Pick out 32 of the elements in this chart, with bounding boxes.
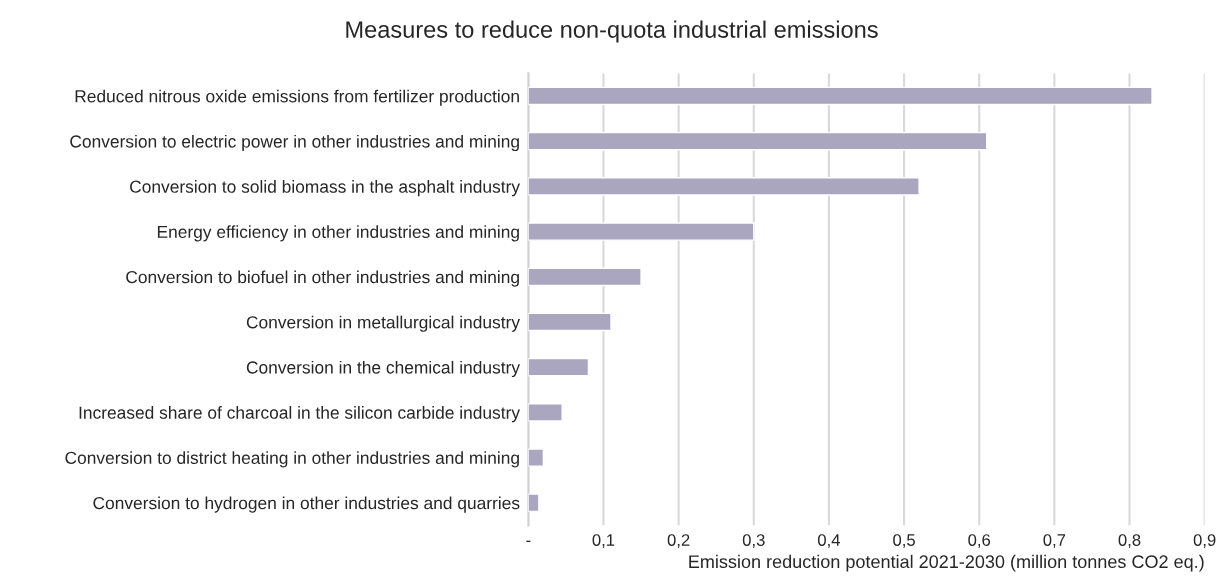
bar: [528, 86, 1153, 106]
y-tick-label: Conversion to electric power in other industries and mining: [70, 134, 519, 152]
x-tick-label: 0,4: [817, 534, 841, 548]
bar: [528, 222, 755, 241]
x-tick-label: 0,7: [1043, 534, 1066, 548]
y-tick-label: Conversion in metallurgical industry: [246, 315, 520, 332]
y-tick-label: Reduced nitrous oxide emissions from fertilizer production: [75, 89, 519, 106]
y-tick-label: Energy efficiency in other industries and mining: [157, 225, 519, 242]
y-tick-label: Conversion to solid biomass in the asphalt industry: [130, 180, 520, 197]
x-tick-label: 0,9: [1193, 534, 1216, 548]
bar: [528, 267, 642, 287]
y-tick-label: Conversion to biofuel in other industries and mining: [126, 270, 519, 287]
x-tick-label: 0,1: [592, 534, 615, 548]
x-tick-label: -: [526, 540, 531, 542]
bar: [528, 448, 545, 467]
bar: [528, 493, 540, 513]
x-tick-label: 0,6: [968, 534, 991, 548]
x-tick-label: 0,3: [742, 534, 765, 548]
bar: [528, 403, 563, 422]
x-axis-title: Emission reduction potential 2021-2030 (million tonnes CO2 eq.): [689, 554, 1204, 572]
bar: [528, 312, 612, 332]
y-tick-label: Conversion to hydrogen in other industries and quarries: [93, 496, 520, 513]
y-tick-label: Increased share of charcoal in the silicon carbide industry: [79, 406, 520, 423]
x-tick-label: 0,2: [667, 534, 690, 548]
y-tick-label: Conversion in the chemical industry: [246, 360, 520, 378]
chart-title: Measures to reduce non-quota industrial emissions: [346, 20, 878, 43]
x-tick-label: 0,8: [1118, 534, 1141, 548]
bar: [528, 177, 920, 196]
x-tick-label: 0,5: [893, 534, 915, 548]
bar: [528, 357, 590, 377]
bar: [528, 131, 988, 151]
y-tick-label: Conversion to district heating in other industries and mining: [65, 451, 519, 468]
